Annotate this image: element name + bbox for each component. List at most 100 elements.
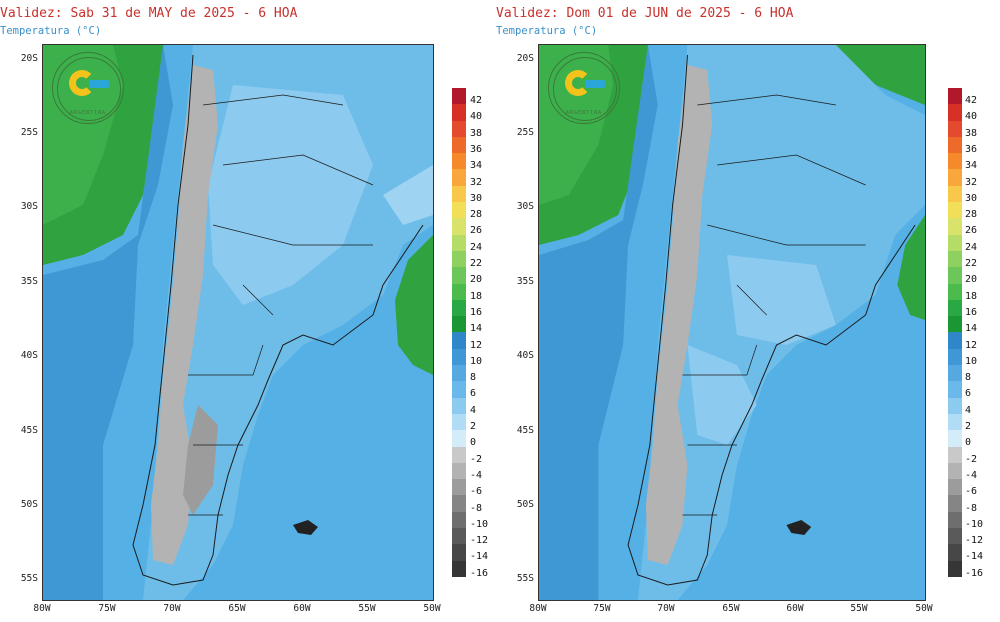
colorbar-label: 20 [965,274,978,286]
colorbar-label: -8 [470,502,483,514]
colorbar-label: 8 [965,372,972,384]
colorbar-label: 2 [470,421,477,432]
colorbar-label: -6 [470,486,483,498]
colorbar-segment [948,283,962,300]
colorbar-label: -2 [470,453,483,465]
colorbar-label: 10 [965,355,978,367]
lat-label: 45S [20,425,38,436]
colorbar-label: 38 [470,127,483,139]
colorbar-label: 34 [965,160,978,172]
lat-label: 20S [516,53,534,64]
colorbar-segment [452,234,466,251]
temperature-map [538,44,926,601]
lat-label: 30S [20,201,38,212]
colorbar-segment [948,104,962,121]
colorbar-segment [452,136,466,154]
lon-label: 55W [358,603,376,614]
colorbar-label: 4 [965,404,972,416]
lon-label: 60W [786,603,804,614]
colorbar-label: 4 [470,404,477,416]
colorbar-segment [948,462,962,480]
colorbar-label: 14 [965,323,978,335]
lon-label: 55W [850,603,868,614]
colorbar-label: -10 [965,518,984,530]
lon-label: 75W [593,603,611,614]
forecast-panel-sun: Validez: Dom 01 de JUN de 2025 - 6 HOA T… [496,0,1000,622]
lon-label: 80W [33,603,51,614]
colorbar-segment [452,348,466,366]
colorbar-segment [452,430,466,447]
lon-label: 60W [293,603,311,614]
colorbar-segment [948,413,962,431]
logo-text: ARGENTINA [565,110,603,116]
colorbar-segment [452,332,466,349]
lat-label: 40S [516,350,534,361]
lat-label: 25S [516,127,534,138]
colorbar-segment [452,528,466,545]
colorbar-segment [948,234,962,251]
colorbar-label: 28 [470,209,483,221]
colorbar-segment [948,299,962,317]
lat-label: 55S [20,573,38,584]
colorbar-label: 42 [470,95,483,106]
colorbar-label: 30 [965,192,978,204]
lat-label: 50S [20,499,38,510]
colorbar-label: 28 [965,209,978,221]
lat-label: 40S [20,350,38,361]
colorbar-segment [452,185,466,203]
colorbar-label: 16 [470,306,483,318]
colorbar-label: -4 [965,469,978,481]
colorbar-segment [452,299,466,317]
colorbar-segment [452,202,466,219]
colorbar-segment [948,365,962,382]
temperature-map-graphic [43,45,433,600]
colorbar-label: -14 [470,551,489,563]
colorbar-label: 30 [470,192,483,204]
colorbar-segment [452,511,466,529]
colorbar-label: 26 [965,225,978,237]
colorbar-label: 0 [965,437,972,449]
colorbar-segment [948,511,962,529]
colorbar-label: 40 [965,111,978,123]
temperature-map-graphic [539,45,925,600]
lon-label: 50W [423,603,441,614]
colorbar-segment [948,348,962,366]
colorbar-label: -8 [965,502,978,514]
colorbar-segment [948,218,962,235]
colorbar-label: 6 [470,388,477,400]
colorbar [452,88,466,577]
colorbar-label: -4 [470,469,483,481]
colorbar-segment [948,250,962,268]
lat-label: 55S [516,573,534,584]
colorbar-segment [948,316,962,333]
lon-label: 80W [529,603,547,614]
lon-label: 65W [722,603,740,614]
colorbar-label: 32 [470,176,483,188]
colorbar-segment [948,528,962,545]
smn-logo-icon: ARGENTINA [52,52,124,124]
colorbar-label: 0 [470,437,477,449]
colorbar-label: -14 [965,551,984,563]
colorbar-segment [948,479,962,496]
colorbar-label: 6 [965,388,972,400]
lat-label: 20S [20,53,38,64]
colorbar-label: 22 [470,258,483,269]
colorbar-label: 24 [965,241,978,253]
lon-label: 65W [228,603,246,614]
colorbar-label: 14 [470,323,483,335]
colorbar-segment [948,185,962,203]
smn-logo-icon: ARGENTINA [548,52,620,124]
lat-label: 45S [516,425,534,436]
colorbar-segment [948,332,962,349]
colorbar-segment [452,316,466,333]
colorbar-segment [948,381,962,398]
logo-text: ARGENTINA [69,110,107,116]
colorbar-segment [948,267,962,284]
lon-label: 50W [915,603,933,614]
colorbar-segment [452,267,466,284]
colorbar-segment [452,104,466,121]
colorbar-segment [452,479,466,496]
colorbar-label: 20 [470,274,483,286]
colorbar-segment [452,381,466,398]
colorbar-segment [948,446,962,463]
